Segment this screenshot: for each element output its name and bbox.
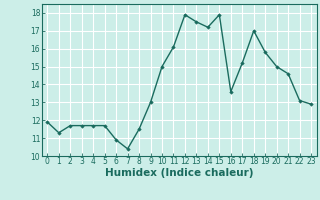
X-axis label: Humidex (Indice chaleur): Humidex (Indice chaleur) <box>105 168 253 178</box>
